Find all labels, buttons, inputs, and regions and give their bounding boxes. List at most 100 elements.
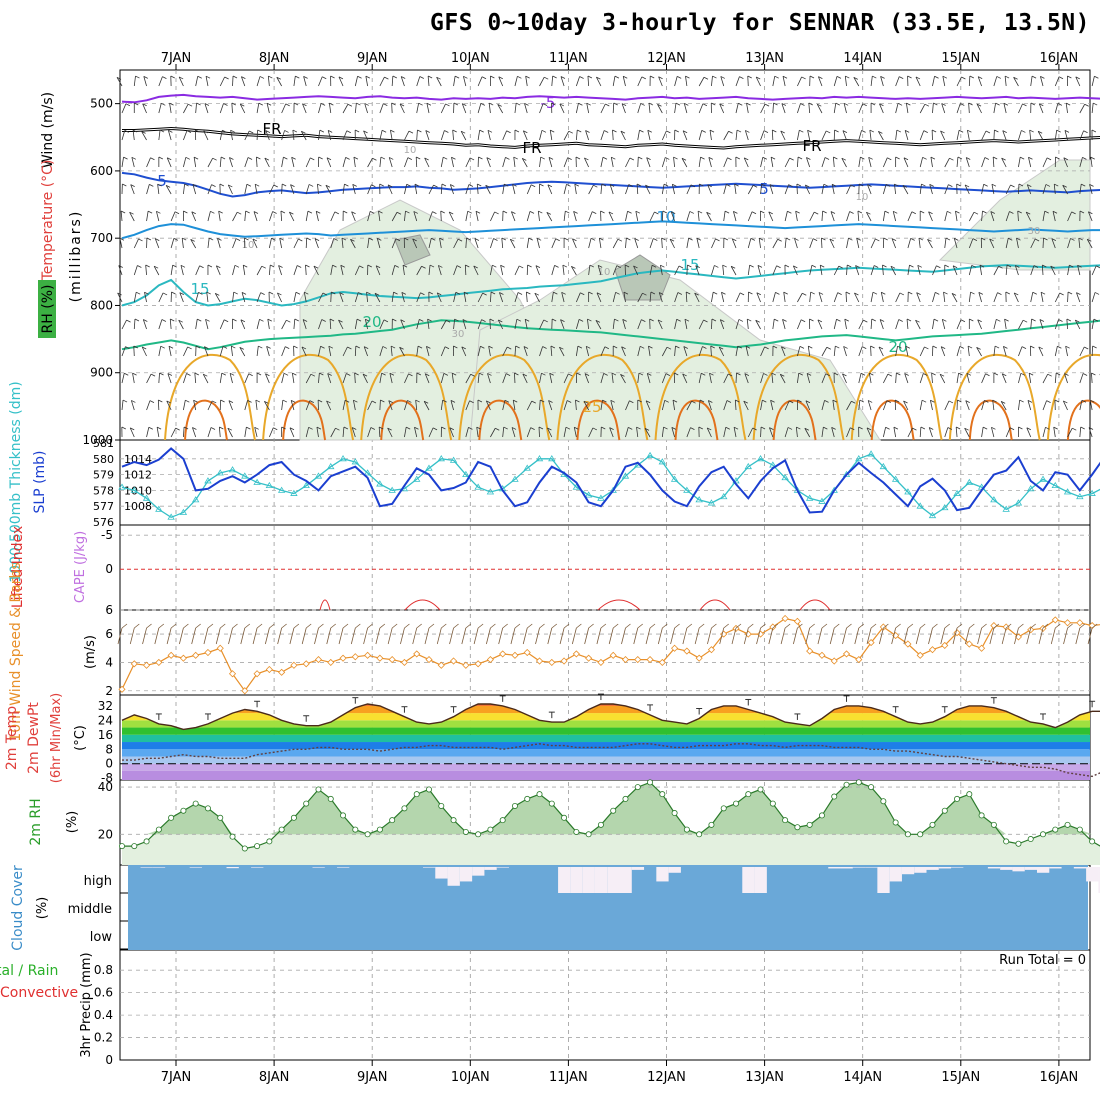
wind-barb-feather — [132, 372, 137, 376]
wind-barb — [342, 400, 346, 411]
wind-barb-feather — [1088, 427, 1094, 430]
wind-barb — [157, 399, 160, 411]
wind-barb — [719, 103, 725, 114]
wind-barb-feather — [486, 157, 491, 161]
wind-barb — [195, 319, 198, 330]
wind-barb-10m — [436, 627, 442, 645]
wind-barb — [229, 157, 233, 168]
wind-barb — [364, 319, 368, 330]
wind-barb-feather — [280, 210, 286, 214]
wind-barb — [587, 75, 590, 87]
wind-barb-feather — [732, 238, 737, 242]
wind-barb — [905, 346, 909, 357]
wind-barb-feather — [685, 75, 690, 79]
wind-barb-10m — [1026, 627, 1032, 645]
wind-barb-feather — [1040, 75, 1045, 79]
thickness-marker — [879, 462, 888, 470]
wind-barb — [644, 428, 651, 438]
wind-barb — [1001, 373, 1007, 384]
wind-barb — [330, 265, 333, 276]
wind-barb-feather — [915, 76, 921, 80]
temp-contour-30 — [772, 399, 817, 441]
wind-barb-feather — [915, 319, 920, 323]
wind-barb-feather — [1022, 319, 1028, 323]
wind-barb-feather — [391, 102, 396, 106]
wind-barb-feather — [758, 237, 764, 241]
rh-marker — [340, 812, 347, 819]
wind-barb — [1042, 237, 1044, 249]
thickness-marker — [683, 486, 691, 493]
wind-barb — [735, 292, 741, 303]
wind-barb-feather — [875, 238, 880, 242]
wind-barb — [1026, 427, 1032, 438]
wind-barb — [721, 292, 725, 303]
wind-barb-feather — [372, 157, 377, 161]
wind-barb-feather — [1065, 102, 1071, 106]
wind-barb — [915, 76, 921, 87]
wind-barb — [158, 319, 163, 330]
wind-barb-feather — [673, 156, 678, 160]
wind-barb-feather — [553, 291, 558, 295]
wind-barb — [121, 103, 127, 114]
wind-barb-feather — [843, 102, 849, 106]
thickness-marker — [965, 478, 974, 485]
wind-barb-feather — [1020, 372, 1026, 376]
wind-speed-marker — [671, 644, 679, 652]
wind-barb-feather — [745, 345, 751, 349]
wind-barb-feather — [180, 264, 186, 268]
wind-barb — [661, 237, 663, 249]
wind-barb — [821, 157, 826, 168]
wind-barb-feather — [1078, 237, 1083, 241]
thickness-marker — [486, 488, 495, 495]
wind-barb-feather — [514, 129, 520, 133]
wind-barb-feather — [486, 400, 491, 404]
wind-speed-marker — [302, 660, 310, 668]
wind-barb — [600, 373, 605, 384]
wind-barb-feather — [289, 427, 295, 431]
wind-barb — [232, 238, 237, 249]
wind-barb-feather — [153, 265, 159, 269]
wind-barb — [833, 292, 839, 303]
wind-barb — [1013, 292, 1019, 303]
wind-barb — [207, 238, 210, 249]
wind-barb — [453, 319, 456, 330]
ylabel-wind10m: 10m Wind Speed & Barbs — [8, 562, 24, 741]
wind-barb-feather — [968, 102, 973, 106]
wind-barb-feather — [944, 264, 949, 268]
wind-barb — [281, 157, 284, 168]
date-label-top: 7JAN — [161, 51, 192, 66]
wind-tick-label: 6 — [105, 627, 113, 641]
thickness-marker — [523, 464, 531, 471]
wind-barb-feather — [478, 372, 484, 376]
ylabel-temp2m: 2m Temp — [4, 706, 20, 770]
wind-barb-feather — [390, 345, 396, 349]
wind-barb — [549, 373, 553, 384]
wind-barb — [365, 76, 368, 87]
cloud-high-gap — [226, 867, 239, 869]
wind-barb-feather — [982, 426, 988, 430]
rh-shading-group — [299, 159, 1091, 441]
wind-barb — [547, 427, 553, 438]
wind-barb — [219, 130, 223, 141]
wind-barb — [674, 265, 680, 276]
thickness-tick-label: 579 — [93, 469, 114, 482]
wind-barb — [784, 427, 789, 438]
wind-barb-feather — [351, 211, 356, 215]
wind-barb — [674, 76, 678, 87]
wind-barb-feather — [772, 345, 778, 349]
rh-marker — [278, 826, 285, 833]
wind-barb — [1091, 76, 1095, 87]
wind-barb — [142, 319, 147, 330]
wind-barb-feather — [821, 237, 826, 241]
rh-marker — [389, 817, 396, 824]
wind-barb — [723, 400, 728, 411]
wind-barb-10m — [1050, 627, 1056, 645]
wind-barb-feather — [1028, 156, 1033, 160]
wind-barb — [944, 238, 947, 249]
wind-barb-feather — [228, 400, 234, 404]
wind-barb-feather — [272, 211, 277, 214]
wind-barb — [648, 346, 651, 357]
wind-barb — [563, 184, 567, 195]
wind-barb-feather — [344, 183, 349, 187]
wind-barb — [121, 319, 127, 330]
